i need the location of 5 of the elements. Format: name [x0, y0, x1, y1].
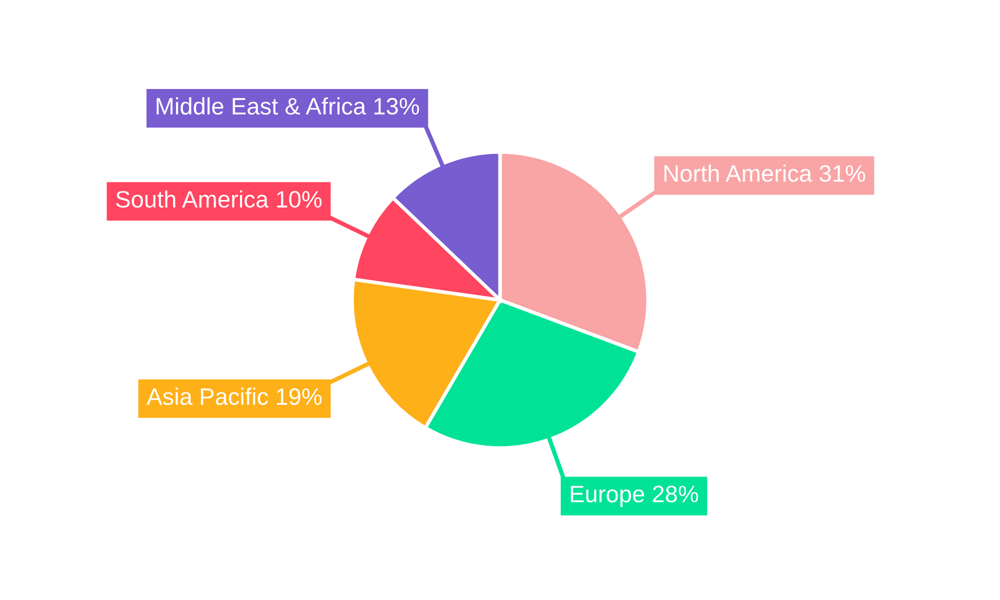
slice-label: South America 10% — [116, 190, 322, 208]
slice-label: Asia Pacific 19% — [146, 388, 322, 405]
slice-label: North America 31% — [664, 164, 866, 182]
slice-label: Europe 28% — [570, 486, 698, 508]
slice-label: Middle East & Africa 13% — [156, 97, 420, 115]
